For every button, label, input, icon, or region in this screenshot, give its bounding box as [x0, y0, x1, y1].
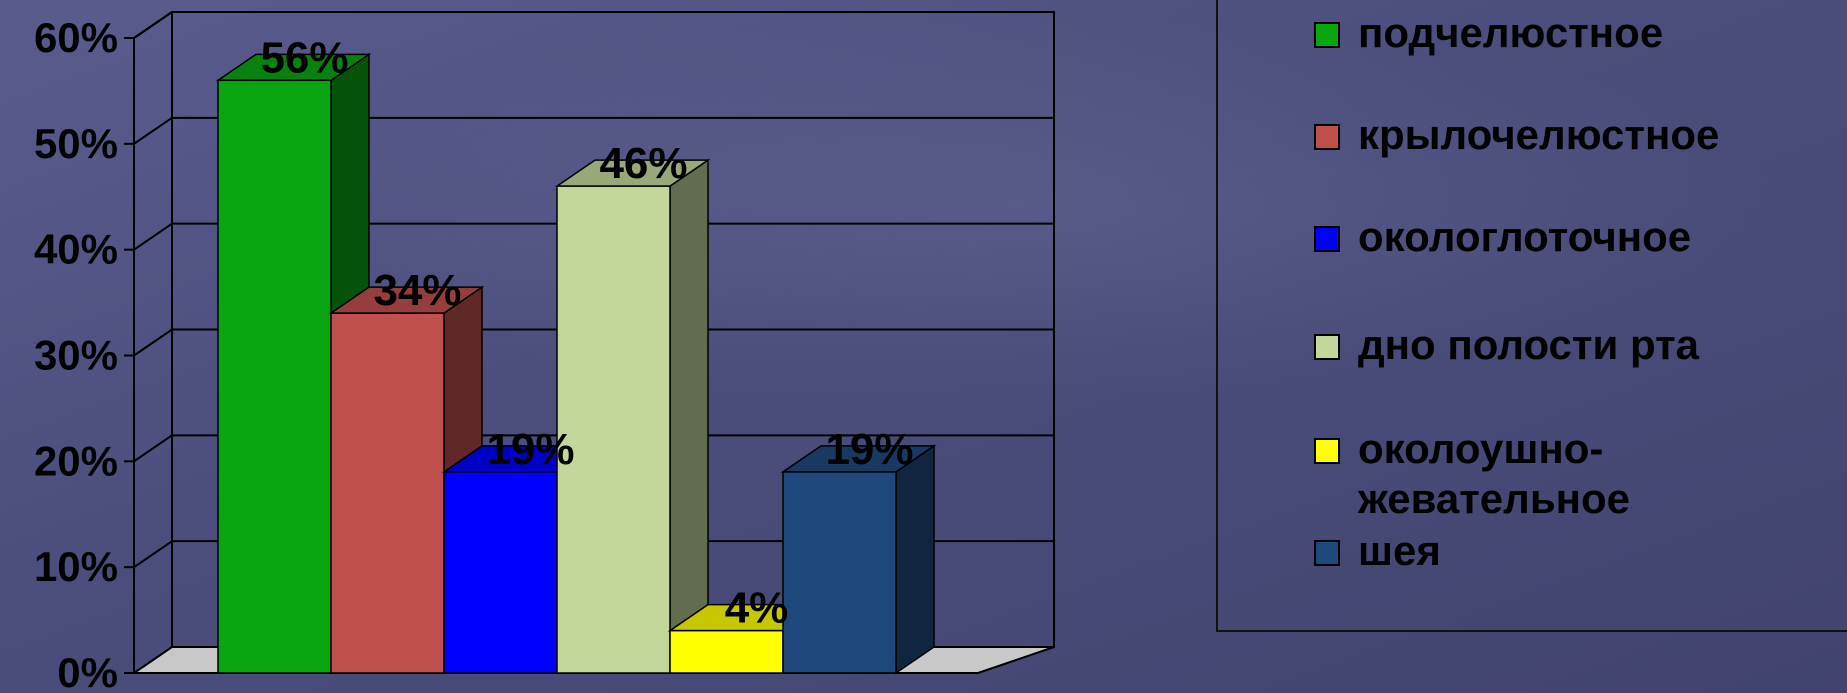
bar-side-5 [895, 444, 935, 675]
legend-swatch-5 [1314, 540, 1340, 566]
legend-item-2: окологлоточное [1314, 212, 1828, 262]
y-tick-label: 30% [34, 332, 118, 379]
gridline-side [133, 117, 173, 145]
legend-swatch-2 [1314, 226, 1340, 252]
bar-side-3 [669, 158, 709, 675]
bars [215, 52, 937, 675]
legend-label-2: окологлоточное [1358, 213, 1692, 260]
legend-item-5: шея [1314, 526, 1828, 576]
legend-item-4: околоушно-жевательное [1314, 424, 1688, 524]
legend-label-3: дно полости рта [1358, 321, 1700, 368]
gridline-side [133, 434, 173, 463]
legend-frame [1216, 0, 1847, 632]
gridline-side [133, 540, 173, 568]
legend-item-3: дно полости рта [1314, 320, 1828, 370]
bar-front-0 [217, 79, 332, 674]
legend-swatch-4 [1314, 438, 1340, 464]
legend-swatch-1 [1314, 124, 1340, 150]
bar-5 [780, 444, 937, 675]
data-label-2: 19% [486, 425, 574, 474]
data-label-1: 34% [373, 266, 461, 315]
legend-label-0: подчелюстное [1358, 9, 1664, 56]
legend-item-0: подчелюстное [1314, 8, 1828, 58]
bar-front-1 [330, 312, 445, 674]
gridline-side [133, 222, 173, 251]
data-label-4: 4% [725, 584, 789, 633]
legend-item-1: крылочелюстное [1314, 110, 1828, 160]
y-tick-label: 0% [57, 649, 118, 693]
legend-label-5: шея [1358, 527, 1441, 574]
y-tick-label: 20% [34, 437, 118, 484]
y-tick-label: 40% [34, 226, 118, 273]
y-tick-label: 10% [34, 543, 118, 590]
legend-label-1: крылочелюстное [1358, 111, 1720, 158]
bar-front-4 [669, 629, 784, 674]
gridline-side [133, 328, 173, 357]
bar-3 [554, 158, 711, 675]
legend-swatch-3 [1314, 334, 1340, 360]
bar-front-5 [782, 471, 897, 674]
data-labels: 56% 34% 19% 46% 4% 19% [260, 33, 913, 632]
y-tick-label: 50% [34, 120, 118, 167]
data-label-3: 46% [599, 139, 687, 188]
legend-label-4: околоушно-жевательное [1358, 425, 1631, 522]
gridline-side [133, 11, 173, 39]
legend-swatch-0 [1314, 22, 1340, 48]
data-label-0: 56% [260, 33, 348, 82]
y-axis-ticks: 0% 10% 20% 30% 40% 50% 60% [34, 14, 134, 693]
data-label-5: 19% [825, 425, 913, 474]
bar-front-3 [556, 185, 671, 674]
y-tick-label: 60% [34, 14, 118, 61]
bar-front-2 [443, 471, 558, 674]
